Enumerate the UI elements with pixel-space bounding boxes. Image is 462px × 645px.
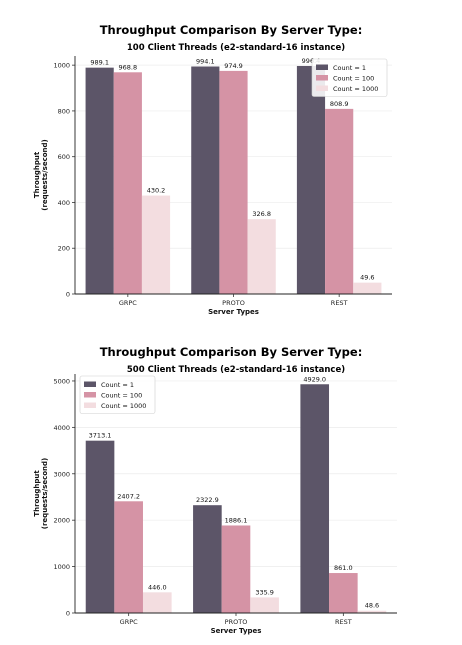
y-tick-label: 0 [66,291,70,299]
legend-swatch [84,402,96,408]
bar [191,66,220,295]
bar [250,597,279,613]
legend-swatch [316,64,328,70]
y-tick-label: 0 [66,610,70,618]
bar [219,70,248,294]
value-label: 335.9 [255,588,274,596]
y-axis-label: Throughput [33,470,41,517]
legend-label: Count = 1 [333,64,366,72]
bar-plot: 0 1000 2000 3000 4000 5000 3713.1 2322.9 4929.0 2… [33,374,397,635]
chart-bottom: Throughput Comparison By Server Type: 50… [0,322,462,645]
bar [300,384,330,613]
value-label: 1886.1 [225,516,248,524]
bar [193,505,222,613]
legend-swatch [84,381,96,387]
bar [142,592,172,613]
x-tick-label: GRPC [120,618,138,626]
chart-top: Throughput Comparison By Server Type: 10… [0,0,462,322]
x-tick-label: PROTO [222,299,245,307]
bar [114,501,143,613]
y-axis-label: Throughput [33,151,41,198]
y-tick-label: 600 [58,153,70,161]
bar [357,610,387,613]
legend-swatch [84,392,96,398]
value-label: 808.9 [330,100,349,108]
legend-label: Count = 100 [333,75,374,83]
x-axis-label: Server Types [211,627,262,635]
chart-subtitle: 500 Client Threads (e2-standard-16 insta… [126,365,346,375]
legend-swatch [316,85,328,91]
x-tick-label: GRPC [119,299,137,307]
value-label: 968.8 [119,63,138,71]
y-tick-label: 200 [58,245,70,253]
legend-label: Count = 1000 [101,402,146,410]
bar [329,573,358,613]
chart-title: Throughput Comparison By Server Type: [99,345,363,359]
bar [85,67,114,294]
value-label: 48.6 [365,602,379,610]
y-tick-label: 800 [58,107,70,115]
bar [113,72,142,294]
legend [79,375,156,414]
legend-swatch [316,75,328,81]
y-axis-label: (requests/second) [41,139,49,210]
y-tick-label: 400 [58,199,70,207]
value-label: 974.9 [224,62,243,70]
legend-label: Count = 100 [101,392,142,400]
value-label: 994.1 [196,58,215,66]
value-label: 4929.0 [303,375,326,383]
bar [325,108,354,294]
value-label: 446.0 [148,583,167,591]
x-tick-label: REST [335,618,352,626]
x-tick-label: REST [331,299,348,307]
y-tick-label: 5000 [53,377,70,385]
bar [141,195,171,294]
x-tick-label: PROTO [225,618,248,626]
bar [85,440,115,613]
value-label: 2407.2 [117,492,140,500]
bar-plot: 0 200 400 600 800 1000 989.1 994.1 996.4 968.8 974… [33,56,392,316]
chart-subtitle: 100 Client Threads (e2-standard-16 insta… [126,43,346,53]
value-label: 326.8 [252,210,271,218]
value-label: 2322.9 [196,496,219,504]
legend [311,58,388,97]
bar [353,282,382,294]
y-tick-label: 1000 [53,563,70,571]
value-label: 861.0 [334,564,353,572]
y-tick-label: 2000 [53,517,70,525]
value-label: 989.1 [90,59,109,67]
bar [221,525,251,613]
value-label: 49.6 [360,274,374,282]
y-tick-label: 1000 [53,62,70,70]
chart-title: Throughput Comparison By Server Type: [99,23,363,37]
bar [296,65,326,294]
y-tick-label: 4000 [53,424,70,432]
legend-label: Count = 1000 [333,85,378,93]
x-axis-label: Server Types [208,308,259,316]
value-label: 430.2 [147,187,166,195]
y-tick-label: 3000 [53,470,70,478]
y-axis-label: (requests/second) [41,458,49,529]
bar [247,219,276,294]
value-label: 3713.1 [89,432,112,440]
value-label: 996.4 [302,57,321,65]
legend-label: Count = 1 [101,381,134,389]
